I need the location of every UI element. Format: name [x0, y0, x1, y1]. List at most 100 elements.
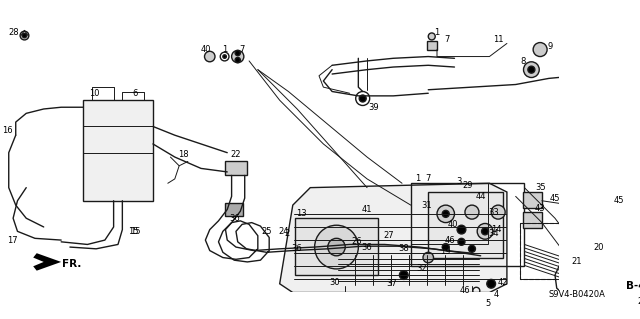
Text: 13: 13	[296, 209, 307, 219]
Text: 2: 2	[284, 229, 289, 238]
Circle shape	[442, 244, 449, 250]
Circle shape	[437, 205, 454, 223]
Text: 41: 41	[362, 205, 372, 214]
Text: 45: 45	[550, 194, 560, 203]
Text: 38: 38	[399, 244, 409, 253]
Text: 32: 32	[416, 263, 427, 272]
Circle shape	[458, 238, 465, 245]
Text: FR.: FR.	[62, 259, 81, 269]
Text: 16: 16	[2, 126, 12, 135]
Text: 20: 20	[593, 242, 604, 252]
Circle shape	[423, 252, 433, 263]
Text: 42: 42	[497, 278, 508, 286]
Text: 21: 21	[572, 257, 582, 266]
Circle shape	[524, 62, 540, 78]
Text: 14: 14	[491, 225, 502, 234]
Text: 36: 36	[362, 242, 372, 252]
Circle shape	[465, 205, 479, 219]
Circle shape	[223, 55, 227, 58]
Circle shape	[442, 210, 449, 217]
Text: 27: 27	[383, 231, 394, 240]
Circle shape	[20, 31, 29, 40]
Text: 29: 29	[462, 182, 473, 190]
Bar	[520, 223, 634, 279]
Bar	[411, 183, 488, 244]
Text: 11: 11	[493, 34, 504, 44]
Bar	[225, 204, 243, 216]
Bar	[520, 223, 634, 279]
Text: 44: 44	[476, 192, 486, 201]
Circle shape	[604, 200, 611, 207]
Text: 28: 28	[9, 27, 19, 37]
Circle shape	[487, 279, 495, 288]
Text: 4: 4	[494, 290, 499, 299]
Circle shape	[328, 238, 345, 256]
Bar	[426, 41, 437, 49]
Text: 5: 5	[485, 299, 490, 308]
Circle shape	[315, 225, 358, 269]
Text: 10: 10	[89, 89, 100, 98]
Bar	[523, 212, 542, 228]
Polygon shape	[280, 183, 507, 293]
Text: 8: 8	[520, 57, 525, 66]
Circle shape	[605, 290, 619, 304]
Text: 26: 26	[351, 237, 362, 246]
Circle shape	[481, 228, 488, 235]
Text: 36: 36	[229, 214, 239, 223]
Text: 3: 3	[456, 177, 461, 186]
Circle shape	[399, 271, 408, 279]
Circle shape	[533, 42, 547, 56]
Text: 46: 46	[460, 286, 470, 295]
Text: 15: 15	[130, 227, 141, 236]
Bar	[83, 100, 153, 201]
Bar	[292, 223, 308, 234]
Text: 19: 19	[440, 247, 451, 256]
Bar	[225, 161, 247, 175]
Circle shape	[457, 225, 466, 234]
Text: 33: 33	[488, 208, 499, 217]
Text: 7: 7	[239, 45, 244, 54]
Text: 31: 31	[421, 201, 432, 210]
Circle shape	[428, 33, 435, 40]
Text: 1: 1	[222, 45, 227, 54]
Polygon shape	[33, 253, 61, 271]
Circle shape	[235, 57, 241, 63]
Text: 39: 39	[369, 103, 380, 112]
Bar	[523, 192, 542, 208]
Bar	[292, 237, 308, 248]
Circle shape	[22, 33, 27, 38]
Bar	[411, 183, 524, 266]
Text: 1: 1	[435, 27, 440, 37]
Text: 37: 37	[386, 279, 397, 288]
Text: 45: 45	[614, 196, 624, 205]
Circle shape	[235, 50, 241, 56]
Text: 17: 17	[7, 235, 17, 245]
Text: 40: 40	[447, 220, 458, 229]
Text: 23: 23	[637, 297, 640, 306]
Bar	[337, 253, 481, 286]
Bar	[363, 235, 378, 246]
Text: 25: 25	[261, 227, 272, 236]
Text: 30: 30	[330, 278, 340, 286]
Text: B-4: B-4	[627, 280, 640, 291]
Circle shape	[609, 294, 614, 300]
Text: 7: 7	[445, 34, 450, 44]
Text: 7: 7	[426, 174, 431, 183]
Circle shape	[491, 205, 505, 219]
Text: 36: 36	[292, 244, 303, 253]
Bar	[378, 227, 387, 241]
Text: 46: 46	[445, 235, 456, 245]
Circle shape	[468, 245, 476, 252]
Text: 35: 35	[535, 183, 545, 192]
Bar	[428, 192, 502, 257]
Circle shape	[392, 238, 399, 245]
Text: 6: 6	[132, 89, 138, 98]
Bar	[296, 218, 378, 275]
Text: S9V4-B0420A: S9V4-B0420A	[548, 290, 605, 299]
Text: 18: 18	[178, 150, 189, 159]
Text: 15: 15	[127, 227, 138, 236]
Circle shape	[232, 50, 244, 63]
Circle shape	[528, 66, 535, 73]
Bar	[349, 230, 364, 240]
Text: 22: 22	[231, 150, 241, 159]
